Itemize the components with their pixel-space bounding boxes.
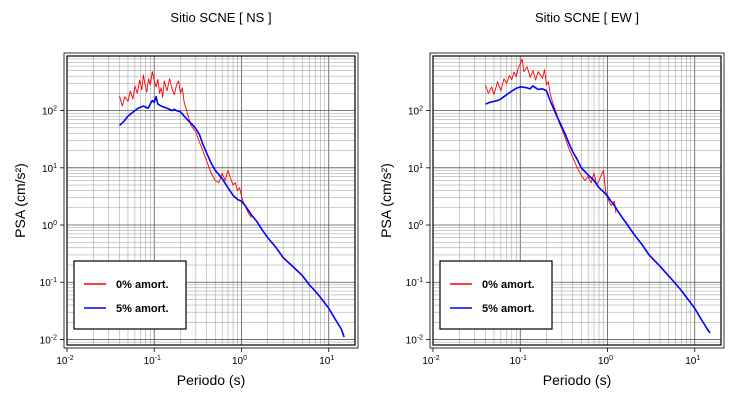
x-tick-label: 101 (319, 355, 334, 367)
y-tick-label: 10-2 (406, 334, 423, 346)
x-tick-label: 100 (232, 355, 247, 367)
series-line-damping-5 (485, 85, 711, 334)
grid (66, 55, 356, 346)
grid (432, 55, 722, 346)
y-tick-label: 10-1 (40, 277, 57, 289)
legend-label: 0% amort. (116, 279, 169, 291)
plot-outer-frame (63, 52, 359, 349)
legend-label: 5% amort. (116, 303, 169, 315)
series-line-damping-0 (485, 58, 617, 214)
x-tick-label: 10-2 (422, 355, 439, 367)
chart-title: Sitio SCNE [ EW ] (535, 10, 639, 25)
chart-panel-1: Sitio SCNE [ NS ] 10-2 10-1 100 101 10-2 10-1 1… (12, 10, 359, 388)
plot-frame (432, 55, 722, 346)
plot-outer-frame (429, 52, 725, 349)
series-line-damping-0 (119, 71, 252, 218)
legend: 0% amort. 5% amort. (73, 260, 187, 330)
chart-title: Sitio SCNE [ NS ] (170, 10, 271, 25)
y-axis-label: PSA (cm/s²) (378, 163, 394, 238)
y-tick-label: 102 (408, 106, 423, 118)
x-tick-label: 100 (598, 355, 613, 367)
x-axis-label: Periodo (s) (543, 372, 611, 388)
x-tick-label: 10-2 (56, 355, 73, 367)
legend-label: 0% amort. (482, 279, 535, 291)
x-tick-label: 10-1 (510, 355, 527, 367)
legend: 0% amort. 5% amort. (439, 260, 553, 330)
y-tick-label: 10-1 (406, 277, 423, 289)
y-tick-label: 101 (42, 163, 57, 175)
y-tick-label: 101 (408, 163, 423, 175)
series-line-damping-5 (118, 95, 345, 338)
y-tick-label: 100 (408, 220, 423, 232)
y-tick-label: 100 (42, 220, 57, 232)
legend-box (73, 260, 187, 330)
y-tick-label: 10-2 (40, 334, 57, 346)
x-tick-label: 10-1 (144, 355, 161, 367)
chart-panel-2: Sitio SCNE [ EW ] 10-2 10-1 100 101 10-2 10-1 1… (378, 10, 725, 388)
x-tick-label: 101 (685, 355, 700, 367)
legend-box (439, 260, 553, 330)
plot-frame (66, 55, 356, 346)
y-axis-label: PSA (cm/s²) (12, 163, 28, 238)
x-axis-label: Periodo (s) (177, 372, 245, 388)
legend-label: 5% amort. (482, 303, 535, 315)
y-tick-label: 102 (42, 106, 57, 118)
